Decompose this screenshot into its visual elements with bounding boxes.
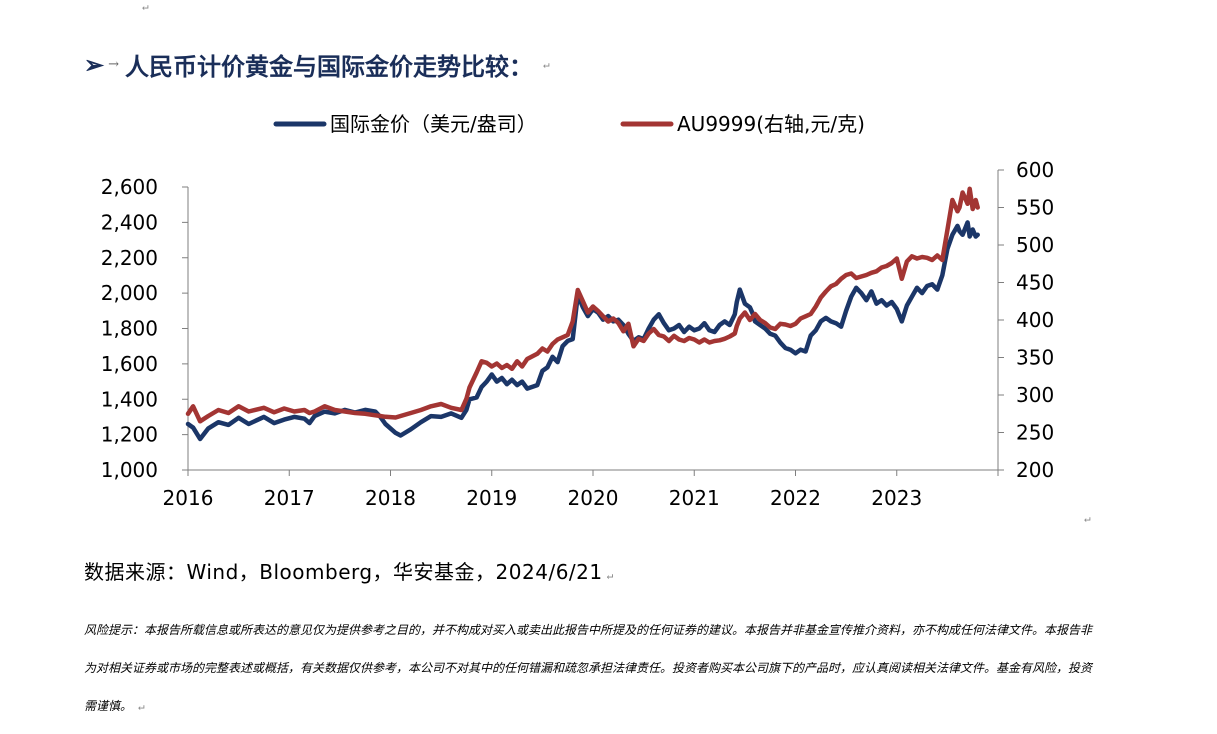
left-tick-label: 1,600 (101, 352, 158, 376)
chart-series (185, 186, 980, 442)
right-tick-label: 550 (1016, 196, 1054, 220)
left-tick-label: 1,400 (101, 387, 158, 411)
tab-arrow-icon: → (108, 56, 120, 72)
right-tick-label: 500 (1016, 233, 1054, 257)
chart-axes: 1,000 1,200 1,400 1,600 1,800 2,000 2,200 2,400… (101, 158, 1054, 510)
x-tick-label: 2022 (770, 486, 821, 510)
chart-legend: 国际金价（美元/盎司） AU9999(右轴,元/克) (273, 112, 865, 136)
right-tick-label: 250 (1016, 421, 1054, 445)
right-tick-label: 600 (1016, 158, 1054, 182)
left-tick-label: 2,600 (101, 175, 158, 199)
data-source-text: 数据来源：Wind，Bloomberg，华安基金，2024/6/21 (84, 560, 603, 584)
heading-text: 人民币计价黄金与国际金价走势比较： (125, 51, 534, 81)
paragraph-mark: ↵ (142, 0, 149, 13)
arrow-bullet-icon: ➢ (84, 49, 105, 79)
x-tick-label: 2018 (365, 486, 416, 510)
paragraph-mark: ↵ (1084, 512, 1091, 525)
data-source-note: 数据来源：Wind，Bloomberg，华安基金，2024/6/21 ↵ (84, 556, 614, 585)
legend-label: AU9999(右轴,元/克) (677, 112, 865, 136)
left-tick-label: 1,000 (101, 458, 158, 482)
series-line-au9999 (185, 186, 980, 424)
right-tick-label: 450 (1016, 271, 1054, 295)
x-tick-label: 2020 (568, 486, 619, 510)
legend-label: 国际金价（美元/盎司） (330, 112, 537, 136)
disclaimer-text: 风险提示：本报告所载信息或所表达的意见仅为提供参考之目的，并不构成对买入或卖出此… (84, 623, 1093, 713)
paragraph-mark: ↵ (138, 700, 145, 713)
x-tick-label: 2017 (264, 486, 315, 510)
paragraph-mark: ↵ (606, 569, 614, 582)
risk-disclaimer: 风险提示：本报告所载信息或所表达的意见仅为提供参考之目的，并不构成对买入或卖出此… (84, 611, 1094, 726)
right-tick-label: 350 (1016, 346, 1054, 370)
section-heading: ➢ → 人民币计价黄金与国际金价走势比较： ↵ (84, 46, 550, 82)
right-tick-label: 200 (1016, 458, 1054, 482)
paragraph-mark: ↵ (543, 57, 550, 71)
x-tick-label: 2021 (669, 486, 720, 510)
x-tick-label: 2016 (163, 486, 214, 510)
left-tick-label: 2,200 (101, 246, 158, 270)
right-tick-label: 300 (1016, 383, 1054, 407)
left-tick-label: 1,200 (101, 423, 158, 447)
right-tick-label: 400 (1016, 308, 1054, 332)
left-tick-label: 2,400 (101, 210, 158, 234)
left-tick-label: 2,000 (101, 281, 158, 305)
x-tick-label: 2019 (466, 486, 517, 510)
gold-price-chart: 国际金价（美元/盎司） AU9999(右轴,元/克) 1,000 1,200 1,40… (101, 112, 1054, 510)
left-tick-label: 1,800 (101, 317, 158, 341)
x-tick-label: 2023 (871, 486, 922, 510)
series-line-international-gold (185, 220, 980, 442)
